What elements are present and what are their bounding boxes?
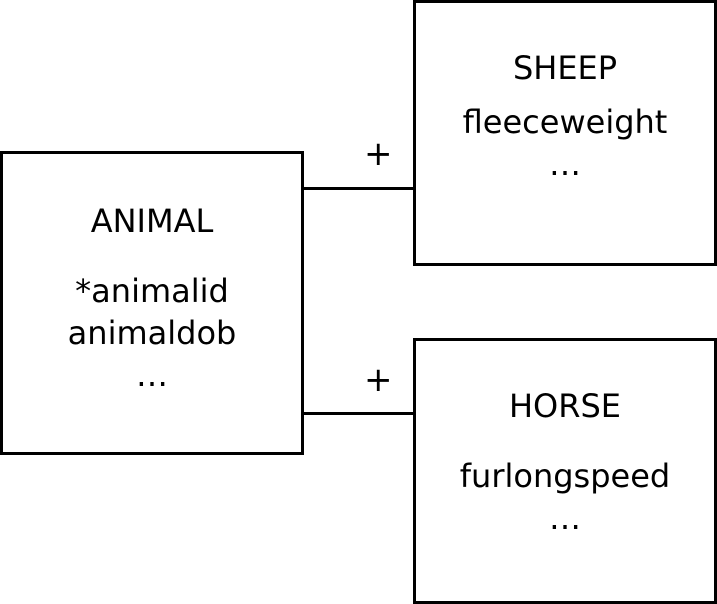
attribute: furlongspeed bbox=[459, 457, 671, 495]
attribute: animaldob bbox=[67, 314, 237, 352]
animal-sheep-connector bbox=[304, 187, 413, 190]
animal-entity: ANIMAL *animalid animaldob … bbox=[0, 151, 304, 455]
sheep-entity: SHEEP fleeceweight … bbox=[413, 0, 717, 266]
entity-title: HORSE bbox=[508, 387, 621, 425]
attribute: … bbox=[136, 356, 168, 394]
attribute: fleeceweight bbox=[462, 103, 668, 141]
sheep-relationship-label: + bbox=[364, 134, 393, 174]
attribute: … bbox=[549, 145, 581, 183]
animal-horse-connector bbox=[304, 412, 413, 415]
attribute: *animalid bbox=[75, 272, 229, 310]
horse-entity: HORSE furlongspeed … bbox=[413, 338, 717, 604]
attribute: … bbox=[549, 499, 581, 537]
horse-relationship-label: + bbox=[364, 360, 393, 400]
entity-title: ANIMAL bbox=[90, 202, 214, 240]
entity-title: SHEEP bbox=[512, 49, 618, 87]
